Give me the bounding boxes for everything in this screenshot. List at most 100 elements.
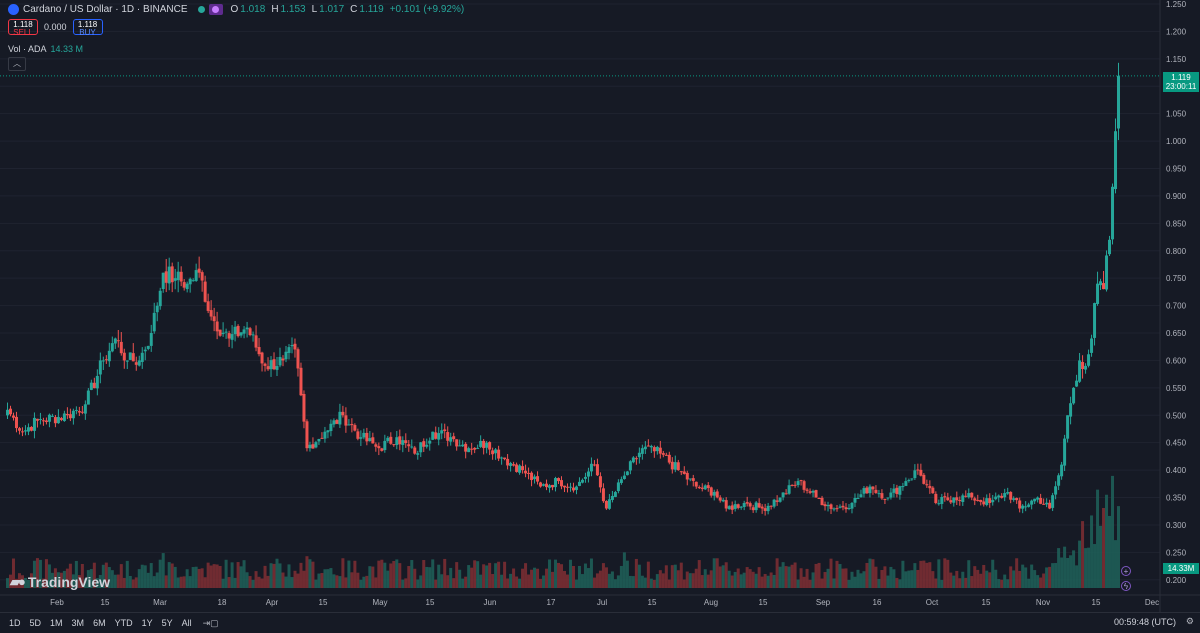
candle-body xyxy=(904,481,908,486)
candle-body xyxy=(607,499,611,509)
candle-body xyxy=(670,461,674,470)
candle-body xyxy=(1000,495,1004,498)
candle-body xyxy=(982,501,986,505)
candle-body xyxy=(646,445,650,447)
volume-bar xyxy=(820,578,824,588)
tradingview-logo[interactable]: ▰● TradingView xyxy=(10,574,110,590)
candle-body xyxy=(868,486,872,494)
volume-bar xyxy=(916,569,920,588)
volume-bar xyxy=(997,579,1001,588)
volume-bar xyxy=(676,570,680,588)
candle-body xyxy=(721,499,725,502)
candle-body xyxy=(910,478,914,480)
range-1y[interactable]: 1Y xyxy=(141,618,153,628)
range-5d[interactable]: 5D xyxy=(29,618,42,628)
candle-body xyxy=(80,411,84,413)
volume-bar xyxy=(152,576,156,588)
symbol-title[interactable]: Cardano / US Dollar · 1D · BINANCE xyxy=(23,4,188,15)
volume-bar xyxy=(865,562,869,588)
volume-bar xyxy=(440,574,444,588)
volume-bar xyxy=(299,562,303,588)
candle-body xyxy=(338,411,342,425)
candle-body xyxy=(571,487,575,491)
buy-button[interactable]: 1.118 BUY xyxy=(72,19,103,37)
candle-body xyxy=(1045,502,1049,505)
volume-bar xyxy=(47,564,51,588)
time-tick-label: 15 xyxy=(982,598,991,607)
volume-bar xyxy=(242,560,246,588)
volume-bar xyxy=(772,574,776,588)
range-6m[interactable]: 6M xyxy=(93,618,106,628)
volume-bar xyxy=(844,568,848,588)
volume-bar xyxy=(254,571,258,588)
range-3m[interactable]: 3M xyxy=(71,618,85,628)
plus-icon[interactable]: + xyxy=(1121,566,1131,576)
volume-bar xyxy=(470,567,474,588)
time-axis[interactable]: Feb 15 Mar 18 Apr 15 May 15 Jun 17 Jul 15 Aug 15 Sep 16… xyxy=(0,594,1200,607)
indicator-icon[interactable] xyxy=(208,4,223,15)
chevron-up-icon[interactable]: ︿ xyxy=(8,57,26,71)
candle-body xyxy=(254,335,258,348)
volume-bar xyxy=(814,563,818,588)
volume-bar xyxy=(673,564,677,588)
volume-bar xyxy=(206,562,210,588)
volume-bar xyxy=(230,562,234,588)
range-1m[interactable]: 1M xyxy=(50,618,63,628)
candle-body xyxy=(1111,186,1115,240)
candle-body xyxy=(577,481,581,486)
volume-bar xyxy=(937,559,941,588)
candle-body xyxy=(167,266,171,284)
candle-body xyxy=(86,390,90,405)
sell-button[interactable]: 1.118 SELL xyxy=(8,19,38,37)
volume-bar xyxy=(404,578,408,588)
volume-bar xyxy=(266,575,270,588)
volume-bar xyxy=(353,560,357,588)
range-5y[interactable]: 5Y xyxy=(161,618,173,628)
utc-clock[interactable]: 00:59:48 (UTC) xyxy=(1113,617,1176,627)
candle-body xyxy=(838,506,842,508)
range-ytd[interactable]: YTD xyxy=(114,618,133,628)
volume-bar xyxy=(622,552,626,588)
gear-icon[interactable]: ⚙ xyxy=(1185,616,1194,626)
volume-bar xyxy=(1042,573,1046,588)
candle-body xyxy=(961,495,965,502)
candle-body xyxy=(673,462,677,470)
candle-body xyxy=(754,502,758,511)
candle-body xyxy=(536,476,540,482)
time-tick-label: Sep xyxy=(816,598,831,607)
volume-bar xyxy=(583,563,587,588)
candle-body xyxy=(757,503,761,508)
volume-bar xyxy=(128,575,132,588)
candle-body xyxy=(1090,338,1094,353)
volume-bar xyxy=(296,573,300,588)
volume-bar xyxy=(718,566,722,588)
volume-bar xyxy=(329,568,333,588)
candle-body xyxy=(877,493,881,495)
volume-bar xyxy=(89,569,93,588)
candle-body xyxy=(374,444,378,447)
volume-bar xyxy=(356,572,360,588)
volume-bar xyxy=(565,574,569,588)
time-tick-label: Dec xyxy=(1145,598,1159,607)
candle-body xyxy=(766,505,770,512)
candle-body xyxy=(661,453,665,455)
bar-countdown: 23:00:11 xyxy=(1165,82,1197,91)
range-all[interactable]: All xyxy=(181,618,192,628)
volume-bar xyxy=(721,565,725,588)
candle-body xyxy=(524,470,528,474)
candle-body xyxy=(913,470,917,479)
range-1d[interactable]: 1D xyxy=(9,618,21,628)
candle-body xyxy=(317,438,321,442)
candle-body xyxy=(263,363,267,366)
price-tick-label: 0.500 xyxy=(1166,411,1187,420)
calendar-goto-icon[interactable]: ⇥▢ xyxy=(202,617,219,628)
volume-bar xyxy=(853,576,857,588)
lightning-icon[interactable]: ϟ xyxy=(1121,581,1131,591)
volume-bar xyxy=(1066,557,1070,588)
volume-bar xyxy=(77,575,81,588)
candle-body xyxy=(368,438,372,442)
volume-bar xyxy=(485,565,489,588)
volume-bar xyxy=(1096,489,1100,588)
volume-bar xyxy=(155,572,159,588)
